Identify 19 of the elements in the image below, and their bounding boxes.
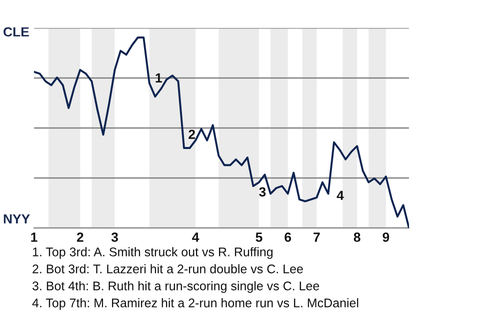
annotation: 4 [336, 190, 344, 200]
x-tick-label: 4 [192, 232, 200, 242]
x-tick-label: 8 [354, 232, 360, 242]
x-tick-label: 7 [314, 232, 320, 242]
text: NYY [4, 214, 30, 224]
text: 4. Top 7th: M. Ramirez hit a 2-run home run vs L. McDaniel [32, 298, 358, 310]
text: 1. Top 3rd: A. Smith struck out vs R. Ruffing [32, 247, 273, 259]
x-tick-label: 2 [76, 232, 84, 242]
x-tick-label: 1 [31, 232, 38, 242]
text: 2. Bot 3rd: T. Lazzeri hit a 2-run double vs C. Lee [32, 264, 303, 274]
x-tick-label: 3 [111, 232, 118, 242]
annotation: 1 [156, 73, 162, 82]
x-tick-label: 6 [284, 232, 292, 242]
x-tick-label: 9 [382, 232, 390, 242]
text: 3. Bot 4th: B. Ruth hit a run-scoring single vs C. Lee [32, 281, 320, 293]
annotation: 3 [259, 187, 266, 197]
text: CLE [4, 27, 29, 37]
x-tick-label: 5 [256, 232, 262, 242]
annotation: 2 [188, 130, 195, 139]
